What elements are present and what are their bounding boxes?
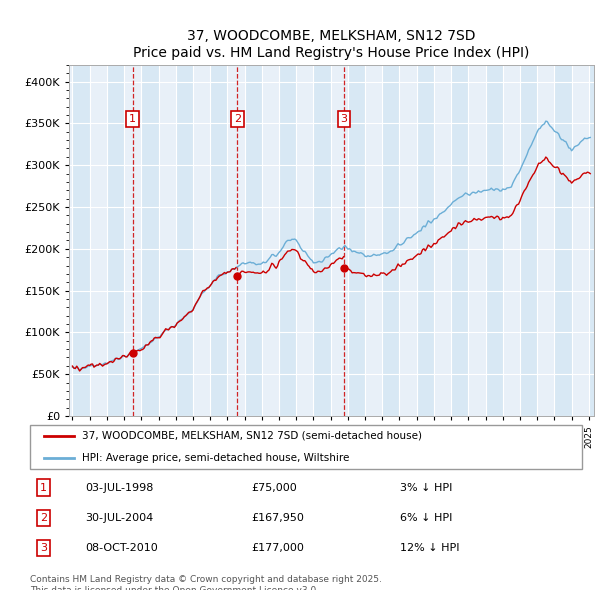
- Bar: [451, 65, 469, 416]
- Text: 1: 1: [40, 483, 47, 493]
- Text: £75,000: £75,000: [251, 483, 296, 493]
- Point: [233, 271, 242, 280]
- Text: 12% ↓ HPI: 12% ↓ HPI: [400, 543, 460, 553]
- Text: 2: 2: [234, 114, 241, 124]
- Bar: [400, 65, 417, 416]
- Bar: [485, 65, 503, 416]
- Bar: [193, 65, 210, 416]
- Bar: [434, 65, 451, 416]
- Bar: [469, 65, 485, 416]
- Text: Contains HM Land Registry data © Crown copyright and database right 2025.
This d: Contains HM Land Registry data © Crown c…: [30, 575, 382, 590]
- Bar: [158, 65, 176, 416]
- Bar: [210, 65, 227, 416]
- Text: 30-JUL-2004: 30-JUL-2004: [85, 513, 154, 523]
- Text: 3% ↓ HPI: 3% ↓ HPI: [400, 483, 452, 493]
- Text: £167,950: £167,950: [251, 513, 304, 523]
- Bar: [537, 65, 554, 416]
- Text: 37, WOODCOMBE, MELKSHAM, SN12 7SD (semi-detached house): 37, WOODCOMBE, MELKSHAM, SN12 7SD (semi-…: [82, 431, 422, 441]
- Bar: [73, 65, 89, 416]
- Bar: [589, 65, 600, 416]
- Bar: [227, 65, 245, 416]
- Text: HPI: Average price, semi-detached house, Wiltshire: HPI: Average price, semi-detached house,…: [82, 453, 350, 463]
- Bar: [262, 65, 279, 416]
- Text: 3: 3: [40, 543, 47, 553]
- Bar: [296, 65, 313, 416]
- Bar: [572, 65, 589, 416]
- Point: [128, 349, 137, 358]
- Text: £177,000: £177,000: [251, 543, 304, 553]
- Bar: [89, 65, 107, 416]
- FancyBboxPatch shape: [30, 425, 582, 469]
- Bar: [279, 65, 296, 416]
- Text: 08-OCT-2010: 08-OCT-2010: [85, 543, 158, 553]
- Bar: [382, 65, 400, 416]
- Text: 3: 3: [340, 114, 347, 124]
- Bar: [107, 65, 124, 416]
- Text: 6% ↓ HPI: 6% ↓ HPI: [400, 513, 452, 523]
- Bar: [417, 65, 434, 416]
- Bar: [176, 65, 193, 416]
- Text: 2: 2: [40, 513, 47, 523]
- Point: [339, 263, 349, 273]
- Bar: [141, 65, 158, 416]
- Bar: [331, 65, 348, 416]
- Bar: [245, 65, 262, 416]
- Bar: [520, 65, 537, 416]
- Bar: [554, 65, 572, 416]
- Bar: [124, 65, 141, 416]
- Bar: [503, 65, 520, 416]
- Bar: [348, 65, 365, 416]
- Bar: [365, 65, 382, 416]
- Text: 03-JUL-1998: 03-JUL-1998: [85, 483, 154, 493]
- Bar: [313, 65, 331, 416]
- Title: 37, WOODCOMBE, MELKSHAM, SN12 7SD
Price paid vs. HM Land Registry's House Price : 37, WOODCOMBE, MELKSHAM, SN12 7SD Price …: [133, 30, 530, 60]
- Text: 1: 1: [129, 114, 136, 124]
